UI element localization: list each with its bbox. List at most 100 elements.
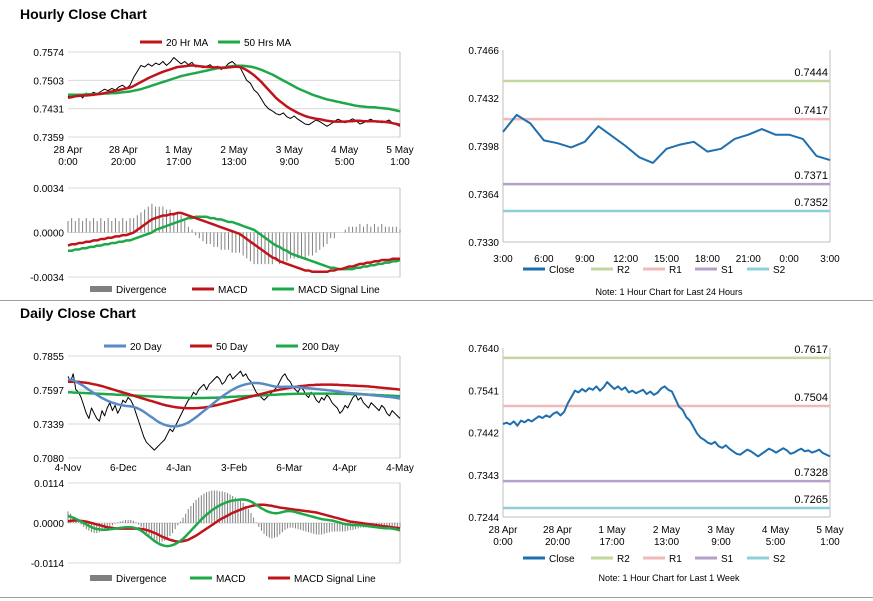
hourly-24h-level-label: 0.7444 xyxy=(794,67,828,79)
bottom-divider xyxy=(0,597,873,598)
hourly-section-title: Hourly Close Chart xyxy=(20,6,147,22)
daily-price-ytick: 0.7597 xyxy=(33,386,64,397)
hourly-24h-ytick: 0.7330 xyxy=(468,238,499,249)
hourly-legend-50hr-label: 50 Hrs MA xyxy=(244,38,292,49)
daily-macd-line xyxy=(67,498,401,548)
hourly-24h-xtick: 3:00 xyxy=(493,254,513,265)
hourly-price-xtick: 28 Apr 20:00 xyxy=(109,145,139,168)
daily-price-line xyxy=(67,370,401,451)
daily-week-level-label: 0.7504 xyxy=(794,392,828,404)
hourly-price-xtick: 1 May 17:00 xyxy=(165,145,192,168)
daily-price-ytick: 0.7080 xyxy=(33,454,64,465)
daily-week-level-label: 0.7265 xyxy=(794,494,828,506)
daily-price-xtick: 6-Mar xyxy=(276,463,303,474)
daily-legend-divergence-label: Divergence xyxy=(116,574,167,585)
hourly-macd-ytick: 0.0034 xyxy=(33,184,64,195)
daily-price-xtick: 4-Apr xyxy=(332,463,357,474)
daily-week-xtick: 5 May 1:00 xyxy=(816,525,843,548)
hourly-24h-xtick: 3:00 xyxy=(820,254,840,265)
hourly-24h-xtick: 0:00 xyxy=(779,254,799,265)
daily-week-level-label: 0.7617 xyxy=(794,344,828,356)
daily-week-legend-r1-label: R1 xyxy=(669,554,682,565)
daily-price-xtick: 4-Jan xyxy=(166,463,191,474)
hourly-macd-line xyxy=(67,211,400,274)
hourly-macd-ytick: 0.0000 xyxy=(33,229,64,240)
hourly-20hr-ma-line xyxy=(67,64,401,126)
hourly-price-xtick: 4 May 5:00 xyxy=(331,145,358,168)
hourly-legend-signal-label: MACD Signal Line xyxy=(298,285,380,296)
daily-week-ytick: 0.7343 xyxy=(468,471,499,482)
daily-week-xtick: 2 May 13:00 xyxy=(653,525,680,548)
daily-week-legend-s1-label: S1 xyxy=(721,554,734,565)
hourly-24h-xtick: 15:00 xyxy=(654,254,679,265)
hourly-24h-xtick: 21:00 xyxy=(736,254,761,265)
hourly-24h-level-label: 0.7417 xyxy=(794,105,828,117)
hourly-price-ytick: 0.7431 xyxy=(33,105,64,116)
hourly-24h-xtick: 6:00 xyxy=(534,254,554,265)
daily-week-ytick: 0.7442 xyxy=(468,429,499,440)
daily-week-legend-r2-label: R2 xyxy=(617,554,630,565)
hourly-price-xtick: 5 May 1:00 xyxy=(386,145,413,168)
daily-week-xtick: 28 Apr 0:00 xyxy=(489,525,519,548)
daily-macd-ytick: -0.0114 xyxy=(31,559,65,570)
hourly-24h-ytick: 0.7466 xyxy=(468,46,499,57)
daily-week-legend-close-label: Close xyxy=(549,554,575,565)
daily-week-legend-s2-label: S2 xyxy=(773,554,786,565)
hourly-price-xtick: 2 May 13:00 xyxy=(220,145,247,168)
daily-section-title: Daily Close Chart xyxy=(20,305,136,321)
hourly-price-ytick: 0.7503 xyxy=(33,76,64,87)
daily-week-ytick: 0.7541 xyxy=(468,386,499,397)
daily-20day-line xyxy=(67,377,401,428)
hourly-price-xtick: 3 May 9:00 xyxy=(276,145,303,168)
daily-week-close-line xyxy=(502,381,831,458)
hourly-24h-note: Note: 1 Hour Chart for Last 24 Hours xyxy=(595,287,743,297)
daily-week-ytick: 0.7640 xyxy=(468,344,499,355)
hourly-legend-macd-label: MACD xyxy=(218,285,247,296)
hourly-legend-divergence-swatch xyxy=(90,286,112,292)
daily-price-ytick: 0.7855 xyxy=(33,352,64,363)
daily-50day-line xyxy=(68,380,401,410)
daily-legend-signal-label: MACD Signal Line xyxy=(294,574,376,585)
hourly-24h-legend-s1-label: S1 xyxy=(721,265,734,276)
daily-week-note: Note: 1 Hour Chart for Last 1 Week xyxy=(599,573,740,583)
hourly-24h-xtick: 9:00 xyxy=(575,254,595,265)
hourly-price-xtick: 28 Apr 0:00 xyxy=(54,145,84,168)
hourly-macd-signal-line xyxy=(68,215,401,271)
daily-week-xtick: 3 May 9:00 xyxy=(707,525,734,548)
hourly-24h-legend-r1-label: R1 xyxy=(669,265,682,276)
daily-week-xtick: 4 May 5:00 xyxy=(762,525,789,548)
daily-200day-line xyxy=(67,390,401,400)
daily-price-xtick: 4-Nov xyxy=(55,463,82,474)
hourly-macd-ytick: -0.0034 xyxy=(30,273,64,284)
hourly-legend-divergence-label: Divergence xyxy=(116,285,167,296)
daily-week-level-label: 0.7328 xyxy=(794,467,828,479)
hourly-24h-ytick: 0.7398 xyxy=(468,142,499,153)
daily-week-ytick: 0.7244 xyxy=(468,513,499,524)
daily-legend-20day-label: 20 Day xyxy=(130,342,162,353)
daily-price-xtick: 4-May xyxy=(386,463,414,474)
daily-price-xtick: 6-Dec xyxy=(110,463,137,474)
daily-legend-macd-label: MACD xyxy=(216,574,245,585)
hourly-24h-legend-s2-label: S2 xyxy=(773,265,786,276)
hourly-24h-ytick: 0.7364 xyxy=(468,190,499,201)
hourly-24h-ytick: 0.7432 xyxy=(468,94,499,105)
hourly-24h-legend-r2-label: R2 xyxy=(617,265,630,276)
daily-macd-ytick: 0.0114 xyxy=(34,479,64,490)
daily-price-xtick: 3-Feb xyxy=(221,463,248,474)
hourly-24h-close-line xyxy=(502,113,831,164)
hourly-24h-xtick: 18:00 xyxy=(695,254,720,265)
daily-legend-200day-label: 200 Day xyxy=(302,342,339,353)
daily-macd-ytick: 0.0000 xyxy=(33,519,64,530)
daily-legend-50day-label: 50 Day xyxy=(216,342,248,353)
daily-legend-divergence-swatch xyxy=(90,575,112,581)
hourly-24h-level-label: 0.7371 xyxy=(794,170,828,182)
hourly-24h-xtick: 12:00 xyxy=(613,254,638,265)
daily-week-xtick: 1 May 17:00 xyxy=(598,525,625,548)
daily-price-ytick: 0.7339 xyxy=(33,420,64,431)
hourly-legend-20hr-label: 20 Hr MA xyxy=(166,38,209,49)
daily-week-xtick: 28 Apr 20:00 xyxy=(543,525,573,548)
hourly-24h-legend-close-label: Close xyxy=(549,265,575,276)
hourly-24h-level-label: 0.7352 xyxy=(794,197,828,209)
section-divider xyxy=(0,300,873,301)
